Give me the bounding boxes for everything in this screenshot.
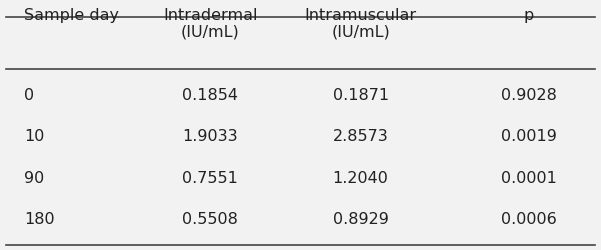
Text: 0: 0	[24, 88, 34, 102]
Text: 1.2040: 1.2040	[333, 170, 388, 185]
Text: 180: 180	[24, 211, 55, 226]
Text: 2.8573: 2.8573	[333, 129, 388, 144]
Text: Intramuscular
(IU/mL): Intramuscular (IU/mL)	[305, 8, 416, 40]
Text: 0.7551: 0.7551	[183, 170, 238, 185]
Text: 0.1854: 0.1854	[182, 88, 239, 102]
Text: 0.1871: 0.1871	[332, 88, 389, 102]
Text: p: p	[523, 8, 534, 22]
Text: 90: 90	[24, 170, 44, 185]
Text: 0.0001: 0.0001	[501, 170, 557, 185]
Text: 0.0006: 0.0006	[501, 211, 557, 226]
Text: 0.8929: 0.8929	[333, 211, 388, 226]
Text: Sample day: Sample day	[24, 8, 119, 22]
Text: 0.5508: 0.5508	[183, 211, 238, 226]
Text: 0.9028: 0.9028	[501, 88, 557, 102]
Text: 0.0019: 0.0019	[501, 129, 557, 144]
Text: Intradermal
(IU/mL): Intradermal (IU/mL)	[163, 8, 258, 40]
Text: 1.9033: 1.9033	[183, 129, 238, 144]
Text: 10: 10	[24, 129, 44, 144]
